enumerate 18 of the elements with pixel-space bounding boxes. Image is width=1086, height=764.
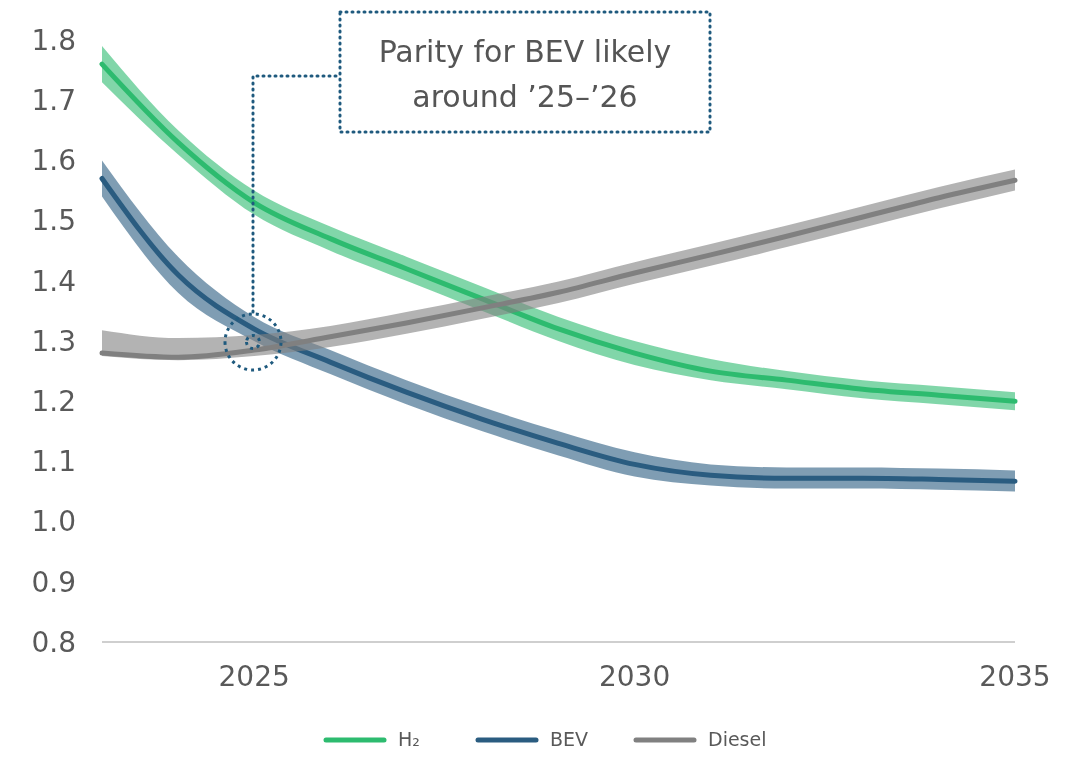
x-tick-label: 2025 — [218, 660, 290, 693]
y-tick-label: 1.1 — [31, 445, 76, 479]
y-tick-label: 1.3 — [31, 324, 76, 358]
legend-label: Diesel — [708, 728, 767, 750]
y-tick-label: 1.0 — [31, 505, 76, 539]
y-tick-label: 1.7 — [31, 84, 76, 117]
legend-label: BEV — [550, 728, 589, 750]
x-tick-label: 2035 — [979, 660, 1051, 693]
y-tick-label: 0.8 — [31, 625, 76, 659]
y-tick-label: 1.6 — [31, 144, 76, 178]
y-tick-label: 1.5 — [31, 204, 76, 238]
x-tick-label: 2030 — [598, 660, 671, 693]
y-tick-label: 1.2 — [31, 385, 76, 418]
annotation: Parity for BEV likely around ’25–’26 — [378, 34, 672, 114]
legend-label: H₂ — [398, 728, 420, 750]
y-tick-label: 1.4 — [31, 264, 76, 298]
y-tick-label: 1.8 — [31, 23, 76, 57]
y-tick-label: 0.9 — [31, 565, 76, 599]
